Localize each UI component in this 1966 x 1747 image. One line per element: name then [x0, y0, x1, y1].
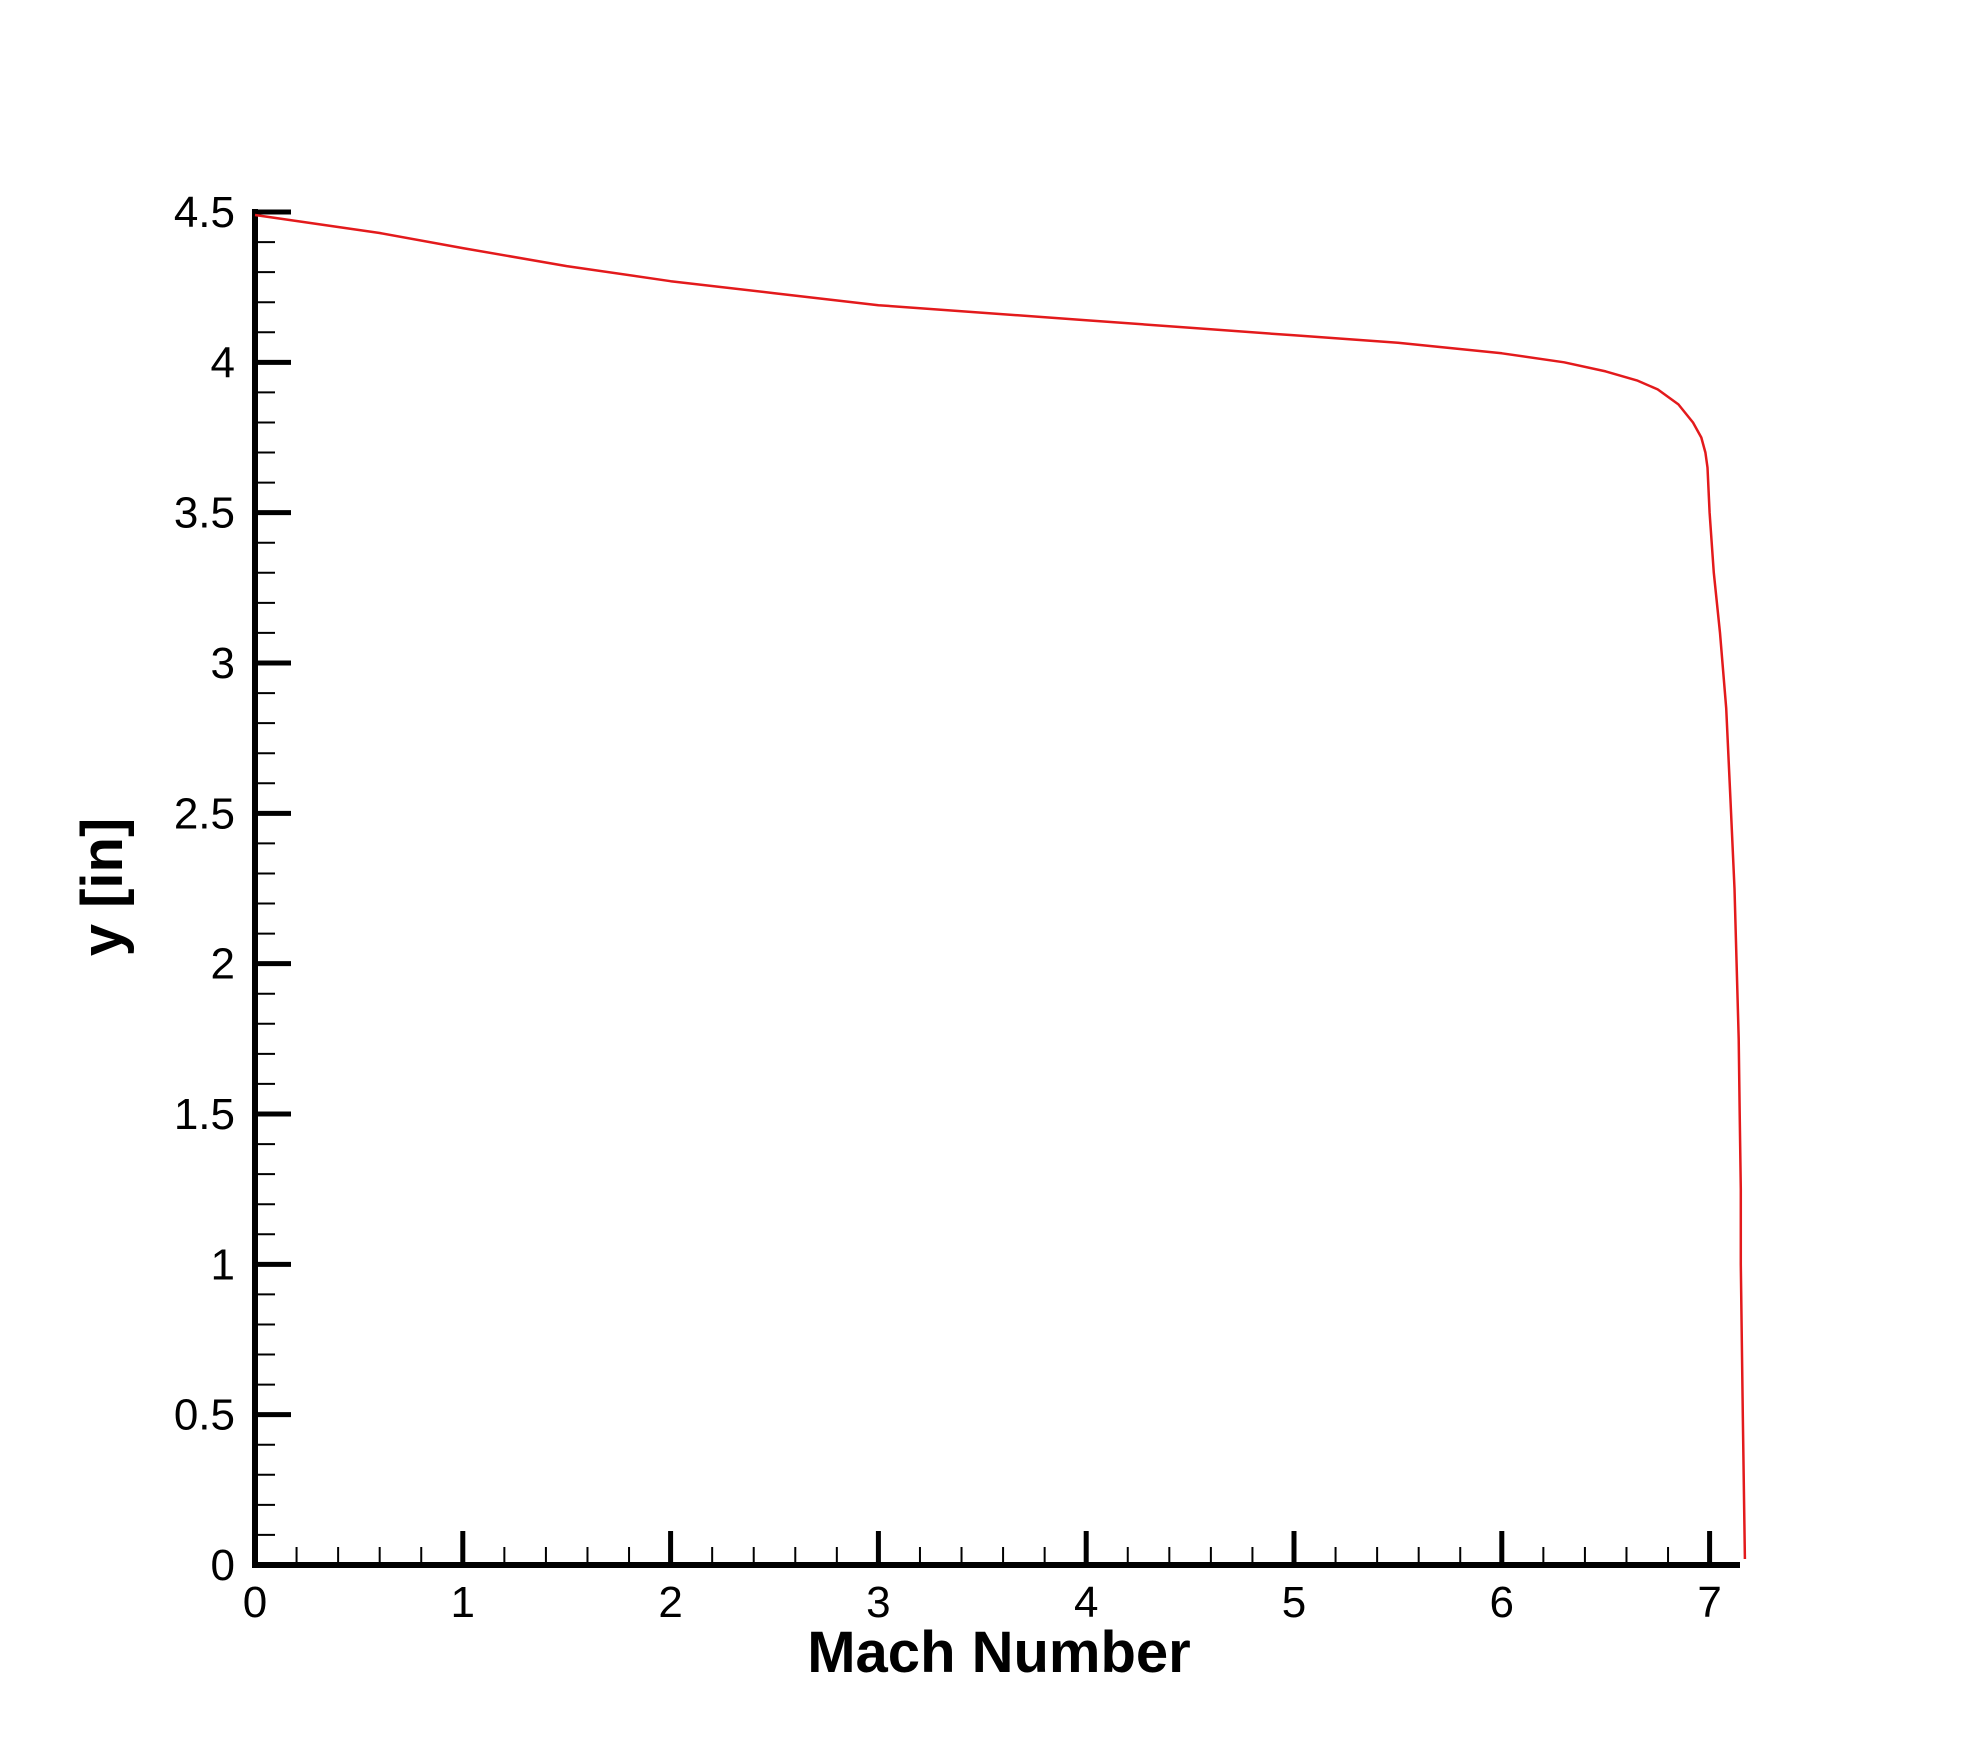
x-tick-label: 1	[451, 1578, 475, 1627]
x-tick-label: 6	[1490, 1578, 1514, 1627]
y-tick-label: 2	[211, 940, 235, 989]
x-axis-title: Mach Number	[807, 1620, 1191, 1685]
y-tick-label: 3.5	[174, 489, 235, 538]
y-tick-label: 0.5	[174, 1391, 235, 1440]
mach-profile-line	[254, 213, 1747, 1560]
y-tick-label: 4	[211, 338, 235, 387]
y-tick-label: 2.5	[174, 789, 235, 838]
y-tick-label: 0	[211, 1541, 235, 1590]
x-tick-label: 3	[866, 1578, 890, 1627]
x-tick-label: 5	[1282, 1578, 1306, 1627]
x-tick-label: 7	[1697, 1578, 1721, 1627]
y-axis-title: y [in]	[70, 818, 135, 957]
y-tick-label: 3	[211, 639, 235, 688]
y-tick-label: 4.5	[174, 188, 235, 237]
y-tick-label: 1.5	[174, 1090, 235, 1139]
x-tick-label: 0	[243, 1578, 267, 1627]
x-tick-label: 2	[658, 1578, 682, 1627]
y-tick-label: 1	[211, 1240, 235, 1289]
x-tick-label: 4	[1074, 1578, 1098, 1627]
